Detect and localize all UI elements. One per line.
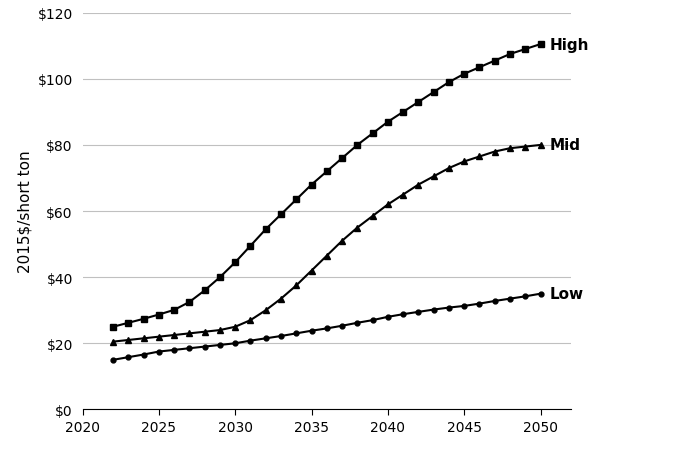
Text: High: High — [550, 37, 589, 52]
Text: Low: Low — [550, 287, 584, 302]
Text: Mid: Mid — [550, 138, 581, 153]
Y-axis label: 2015$/short ton: 2015$/short ton — [17, 151, 32, 273]
